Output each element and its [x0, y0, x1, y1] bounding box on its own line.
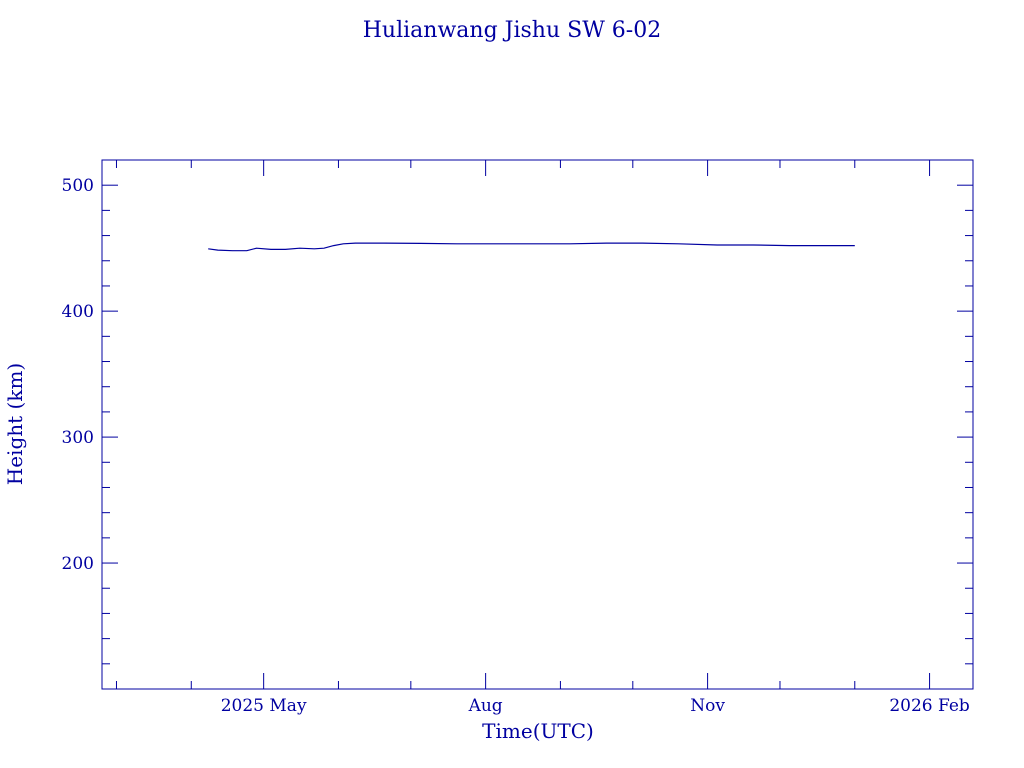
y-tick-label: 500 [62, 176, 94, 196]
x-axis-label: Time(UTC) [482, 719, 594, 743]
y-axis-label: Height (km) [3, 363, 27, 485]
height-series-line [208, 242, 855, 252]
plot-frame [101, 159, 974, 690]
x-tick-label: Nov [690, 696, 725, 716]
x-tick-labels: 2025 May Aug Nov 2026 Feb [221, 696, 970, 716]
chart-title: Hulianwang Jishu SW 6-02 [363, 18, 661, 43]
x-tick-label: 2025 May [221, 696, 307, 716]
x-tick-label: Aug [468, 696, 503, 716]
x-tick-label: 2026 Feb [889, 696, 970, 716]
y-tick-label: 300 [62, 428, 94, 448]
y-tick-label: 200 [62, 554, 94, 574]
axis-ticks [102, 160, 973, 689]
y-tick-labels: 200 300 400 500 [62, 176, 94, 574]
y-tick-label: 400 [62, 302, 94, 322]
